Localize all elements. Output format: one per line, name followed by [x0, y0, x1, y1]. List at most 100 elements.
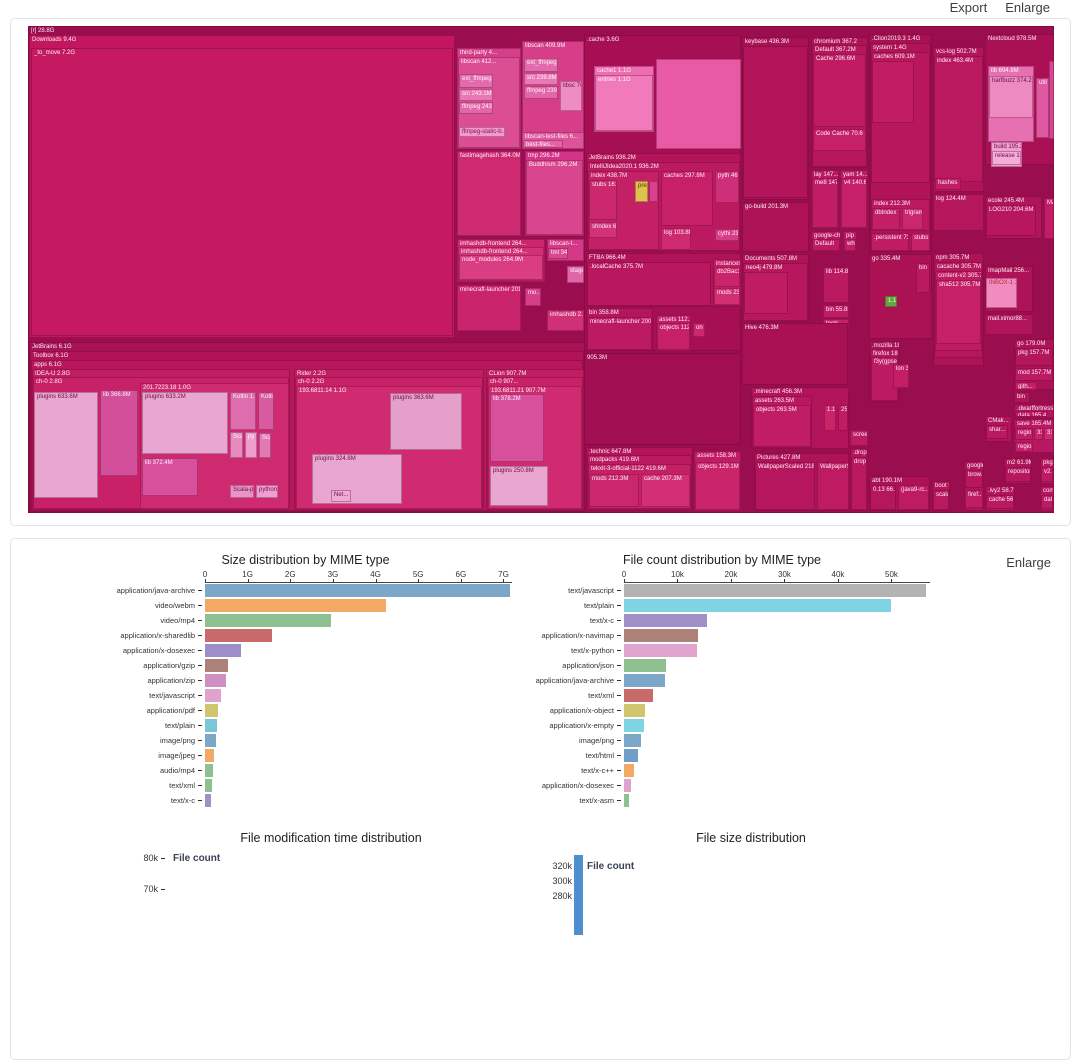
bar[interactable] — [624, 719, 645, 732]
bar[interactable] — [205, 779, 212, 792]
treemap-node[interactable]: .persistent 73... — [871, 233, 909, 251]
treemap-node[interactable]: src 243.1M — [459, 89, 493, 101]
treemap-node[interactable]: Hive 476.3M — [742, 323, 848, 385]
treemap-node[interactable]: 25 — [838, 405, 848, 431]
treemap-node[interactable]: mods 231.9M — [714, 288, 740, 305]
treemap-node[interactable]: shndex 65.6M — [589, 222, 617, 238]
treemap-node[interactable]: caches 297.8M — [661, 171, 713, 226]
treemap-node[interactable]: v4 140.6M — [841, 178, 867, 228]
treemap-node[interactable]: Net... — [331, 490, 351, 502]
bar[interactable] — [624, 794, 629, 807]
bar[interactable] — [624, 779, 631, 792]
treemap-node[interactable]: Sca — [259, 433, 271, 458]
treemap-node[interactable]: libsc 76.5 — [560, 81, 582, 111]
treemap-node[interactable]: firef... — [965, 490, 983, 508]
legend-file-count[interactable]: File count — [587, 860, 635, 872]
treemap-node[interactable]: 905.3M — [584, 353, 741, 445]
treemap-node[interactable]: mail.ximor88... — [985, 314, 1033, 335]
treemap-node[interactable]: harfbuzz 374.2M — [989, 76, 1033, 118]
treemap-node[interactable]: lon 33... — [893, 364, 909, 388]
treemap-node[interactable]: minecraft-launcher 201.2M — [457, 285, 521, 331]
bar[interactable] — [574, 855, 583, 935]
bar[interactable] — [624, 704, 646, 717]
treemap-node[interactable]: MAT... — [1044, 198, 1054, 239]
treemap-node[interactable]: lib 366.8M — [100, 390, 138, 476]
treemap-node[interactable]: on — [693, 323, 705, 337]
treemap-node[interactable]: shar... — [986, 425, 1008, 439]
enlarge-charts-button[interactable]: Enlarge — [1006, 555, 1051, 570]
treemap-node[interactable]: pkg 157.7M — [1015, 348, 1053, 366]
treemap-node[interactable]: log 103.8M — [661, 228, 691, 250]
treemap-node[interactable]: pyth 46... — [715, 171, 739, 203]
treemap-node[interactable]: data 165.4M — [1015, 411, 1047, 417]
treemap-node[interactable]: Kotlin — [258, 392, 274, 430]
bar[interactable] — [205, 794, 211, 807]
bar[interactable] — [205, 599, 387, 612]
treemap-node[interactable]: sha512 305.7M — [936, 280, 981, 344]
treemap-node[interactable]: lib 114.8M — [823, 267, 849, 303]
treemap-node[interactable]: Code Cache 70.6 — [813, 129, 866, 151]
treemap-node[interactable]: lib 378.2M — [490, 394, 544, 462]
treemap-node[interactable]: objects 129.1M — [695, 462, 740, 510]
treemap-node[interactable]: 1.1 — [824, 405, 836, 431]
disk-usage-treemap[interactable]: [r] 28.8G Downloads 9.4G _to_move 7.2G JetB… — [28, 26, 1054, 513]
treemap-node[interactable]: tml 34.0... — [548, 248, 568, 259]
bar[interactable] — [624, 584, 927, 597]
treemap-node[interactable]: plugins 363.6M — [390, 393, 462, 450]
treemap-node[interactable] — [656, 59, 741, 149]
treemap-node[interactable]: ffmpeg 239.8M — [524, 86, 558, 99]
treemap-node[interactable]: v2.6 — [1041, 467, 1053, 482]
treemap-node[interactable]: 33. — [1034, 428, 1043, 440]
bar[interactable] — [205, 644, 242, 657]
treemap-node[interactable]: WallpaperSrc 208.9M — [817, 462, 849, 510]
treemap-node[interactable]: Kotlin 1... — [230, 392, 256, 430]
bar[interactable] — [205, 614, 331, 627]
treemap-node[interactable]: Buddhism 296.2M — [526, 160, 583, 235]
treemap-node[interactable]: 0.13 66... — [870, 485, 896, 510]
bar[interactable] — [205, 764, 214, 777]
treemap-node[interactable]: 1.14 — [885, 296, 897, 307]
treemap-node[interactable]: Scala-p... — [230, 485, 254, 498]
treemap-node[interactable]: Cache 296.6M — [813, 54, 866, 127]
treemap-node[interactable]: minecraft-launcher 200.6M — [587, 317, 652, 350]
treemap-node[interactable]: scala-... — [933, 490, 949, 510]
treemap-node[interactable]: trigram 39.5M — [902, 208, 923, 230]
bar[interactable] — [624, 629, 698, 642]
treemap-node[interactable]: bin — [1014, 392, 1030, 403]
treemap-node[interactable]: Scal — [230, 432, 243, 458]
treemap-node[interactable]: bin 55.8M — [823, 305, 849, 318]
treemap-node[interactable]: src 239.8M — [524, 73, 558, 85]
treemap-node[interactable]: py — [245, 432, 257, 458]
bar[interactable] — [624, 749, 638, 762]
treemap-node[interactable]: mod 157.7M — [1015, 368, 1053, 381]
treemap-node[interactable]: entries 1.1G — [595, 75, 653, 131]
bar[interactable] — [624, 599, 892, 612]
treemap-node[interactable] — [1049, 61, 1054, 139]
treemap-node[interactable]: objects 112.2M — [657, 323, 690, 350]
treemap-node[interactable]: LOG210 204.6M — [986, 205, 1036, 236]
treemap-node[interactable] — [649, 181, 658, 202]
treemap-node[interactable]: ext_ffmpeg 2... — [459, 74, 493, 88]
treemap-node[interactable]: bin 66.3 — [916, 263, 930, 293]
bar[interactable] — [205, 704, 219, 717]
treemap-node[interactable]: brow... — [965, 470, 983, 488]
bar[interactable] — [205, 749, 215, 762]
bar[interactable] — [624, 674, 665, 687]
treemap-node[interactable]: imhashdb 2... — [547, 310, 584, 331]
bar[interactable] — [205, 719, 217, 732]
treemap-node[interactable]: ffmpeg-static-b... — [459, 127, 505, 137]
bar[interactable] — [624, 644, 697, 657]
treemap-node[interactable]: me8 147.8M — [812, 178, 838, 228]
treemap-node[interactable]: util 103... — [1036, 78, 1049, 138]
treemap-node[interactable]: plugins 633.6M — [34, 392, 98, 498]
treemap-node[interactable]: ext_ffmpeg 239 — [524, 58, 558, 72]
treemap-node[interactable]: release 195.2M — [992, 151, 1021, 165]
treemap-node[interactable]: best-files... — [523, 140, 563, 148]
treemap-node[interactable]: dropbox-lnx.x86_64-72.4.136 194.4M — [851, 457, 867, 510]
treemap-node[interactable]: WallpaperScaled 218.9M — [755, 462, 815, 510]
treemap-node[interactable]: plugins 633.2M — [142, 392, 228, 454]
treemap-node[interactable]: stubs 161... — [589, 180, 617, 220]
treemap-node[interactable]: stage 45.4M — [567, 266, 584, 283]
treemap-node[interactable]: go-build 201.3M — [742, 202, 809, 252]
treemap-node[interactable]: plugins 324.8M — [312, 454, 402, 504]
